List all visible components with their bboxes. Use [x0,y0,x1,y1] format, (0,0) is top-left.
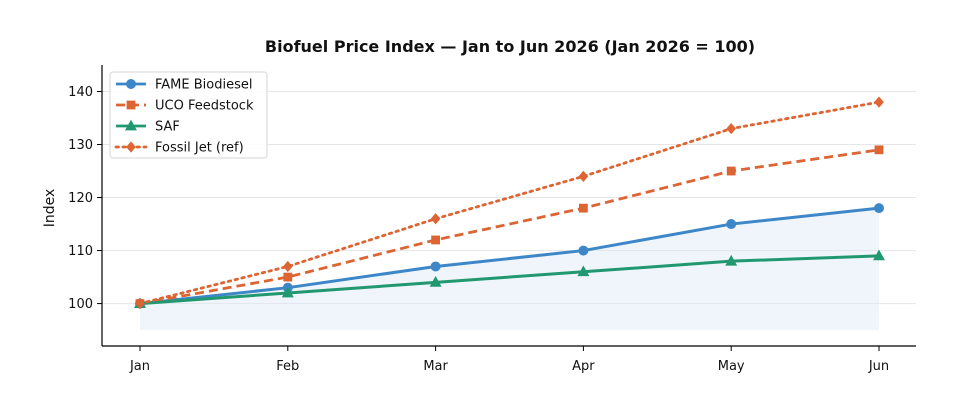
legend-item: UCO Feedstock [116,99,254,114]
data-point [874,203,885,214]
y-tick-label: 100 [68,297,93,312]
data-point [430,213,441,225]
chart-title: Biofuel Price Index — Jan to Jun 2026 (J… [265,37,755,56]
x-tick-label: Jan [129,359,150,374]
data-point [726,123,737,135]
series-saf [134,249,885,308]
data-point [283,272,293,282]
y-tick-label: 140 [68,85,93,100]
legend-item: SAF [116,120,180,135]
legend-label: Fossil Jet (ref) [155,141,244,156]
series-line [139,148,880,305]
y-axis-label: Index [42,189,58,228]
axes: 100 110 120 130 140 Jan Feb Mar Apr May Jun [68,65,916,374]
data-point [578,170,589,182]
x-tick-label: Feb [276,359,299,374]
series-lines [134,96,885,310]
data-point [281,286,294,298]
legend-label: UCO Feedstock [155,99,254,114]
legend-marker [125,119,137,131]
data-point [874,145,884,155]
series-fossil-jet-ref [135,96,884,310]
data-point [579,203,588,213]
x-tick-label: Apr [572,359,595,374]
x-tick-label: Jun [868,359,889,374]
legend-label: FAME Biodiesel [155,78,252,93]
y-tick-label: 130 [68,138,93,153]
legend-label: SAF [155,120,180,135]
data-point [577,265,590,277]
legend-marker [126,141,136,153]
legend-item: FAME Biodiesel [116,78,252,93]
series-line [139,254,880,306]
legend-box [109,71,268,159]
data-point [135,297,145,310]
legend-marker [126,100,136,110]
data-point [874,96,884,108]
series-line [138,100,881,305]
legend: FAME Biodiesel UCO Feedstock SAF Fossil Jet… [109,71,268,159]
data-point [431,235,441,245]
data-point [873,249,885,261]
data-point [282,260,293,273]
x-tick-label: May [718,359,745,374]
legend-item: Fossil Jet (ref) [114,141,244,156]
area-fill [140,208,879,331]
data-point [726,166,736,176]
data-point [726,219,737,230]
data-point [725,254,738,266]
legend-marker [126,79,137,90]
y-tick-label: 110 [68,244,93,259]
data-point [430,261,441,272]
series-line [139,206,880,306]
data-point [578,245,589,256]
data-point [429,276,442,287]
shaded-band [140,208,879,331]
y-tick-label: 120 [68,191,93,206]
x-tick-label: Mar [423,359,448,374]
